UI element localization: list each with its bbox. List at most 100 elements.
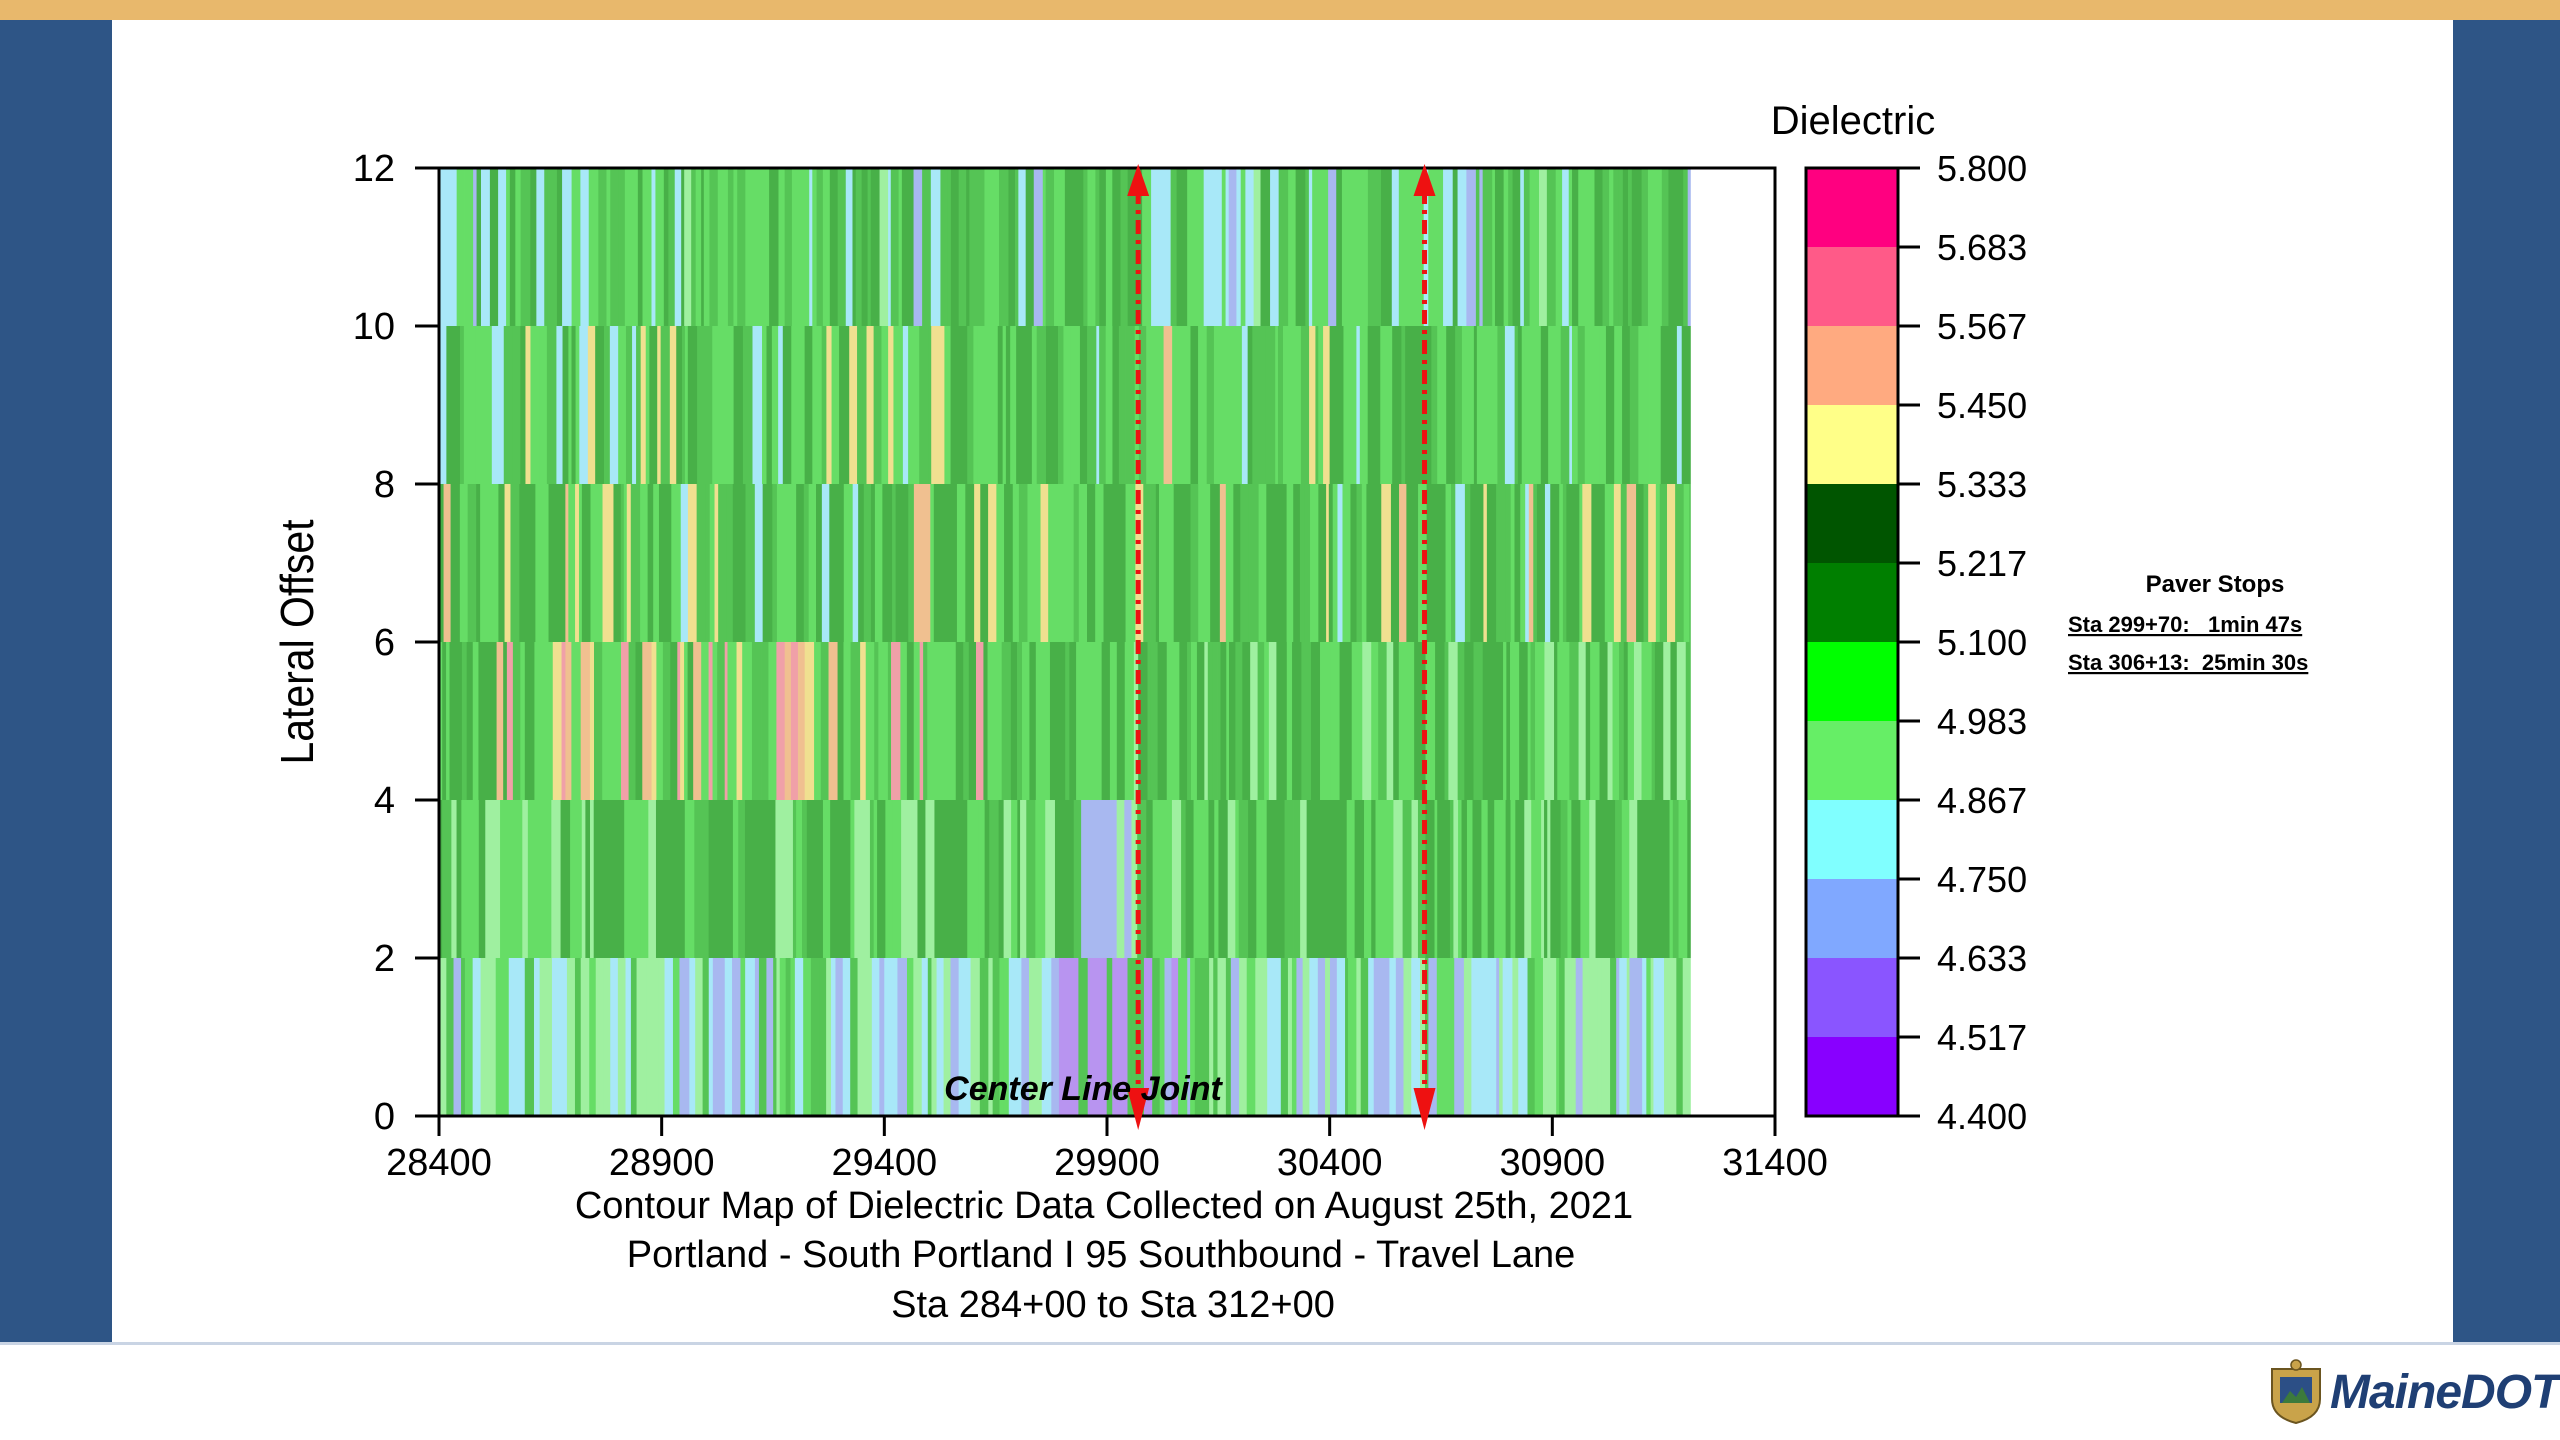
heatmap-cell xyxy=(1131,800,1138,958)
heatmap-cell xyxy=(1168,800,1173,958)
heatmap-cell xyxy=(1225,484,1234,642)
heatmap-cell xyxy=(1031,326,1038,484)
heatmap-cell xyxy=(702,958,710,1116)
heatmap-cell xyxy=(1256,800,1262,958)
heatmap-cell xyxy=(1534,958,1544,1116)
heatmap-cell xyxy=(1112,800,1118,958)
heatmap-cell xyxy=(1528,484,1534,642)
heatmap-cell xyxy=(870,168,880,326)
heatmap-cell xyxy=(1112,168,1121,326)
heatmap-cell xyxy=(978,800,986,958)
heatmap-cell xyxy=(1017,800,1021,958)
heatmap-cell xyxy=(1676,958,1684,1116)
heatmap-cell xyxy=(850,642,861,800)
colorbar-tick-label: 5.333 xyxy=(1937,464,2027,505)
heatmap-cell xyxy=(658,958,665,1116)
heatmap-cell xyxy=(1342,484,1351,642)
heatmap-cell xyxy=(1222,326,1229,484)
heatmap-cell xyxy=(1212,168,1223,326)
heatmap-cell xyxy=(1448,642,1459,800)
heatmap-cell xyxy=(640,800,649,958)
heatmap-cell xyxy=(1350,484,1357,642)
heatmap-cell xyxy=(1461,326,1466,484)
heatmap-cell xyxy=(1616,958,1620,1116)
heatmap-cell xyxy=(1602,168,1610,326)
heatmap-cell xyxy=(472,800,480,958)
heatmap-cell xyxy=(488,958,497,1116)
heatmap-cell xyxy=(822,800,831,958)
heatmap-cell xyxy=(661,484,669,642)
heatmap-cell xyxy=(1455,484,1462,642)
heatmap-cell xyxy=(935,168,941,326)
heatmap-cell xyxy=(1306,800,1317,958)
heatmap-cell xyxy=(1315,326,1319,484)
heatmap-cell xyxy=(1091,168,1096,326)
heatmap-cell xyxy=(724,168,729,326)
heatmap-cell xyxy=(693,642,702,800)
heatmap-cell xyxy=(1330,642,1340,800)
heatmap-cell xyxy=(1008,958,1014,1116)
heatmap-cell xyxy=(1213,326,1223,484)
heatmap-cell xyxy=(1308,168,1313,326)
heatmap-cell xyxy=(984,800,990,958)
heatmap-cell xyxy=(737,168,746,326)
heatmap-cell xyxy=(950,326,958,484)
heatmap-cell xyxy=(1633,642,1642,800)
heatmap-cell xyxy=(1293,800,1301,958)
heatmap-cell xyxy=(1476,326,1481,484)
heatmap-cell xyxy=(1637,800,1645,958)
heatmap-cell xyxy=(560,800,571,958)
heatmap-cell xyxy=(996,484,1005,642)
heatmap-cell xyxy=(476,484,481,642)
heatmap-cell xyxy=(537,800,544,958)
heatmap-cell xyxy=(662,642,671,800)
heatmap-cell xyxy=(1337,326,1344,484)
heatmap-cell xyxy=(931,958,937,1116)
heatmap-cell xyxy=(439,484,444,642)
heatmap-cell xyxy=(913,642,921,800)
heatmap-cell xyxy=(1025,326,1033,484)
paver-stop-arrows xyxy=(1127,164,1436,1130)
heatmap-cell xyxy=(442,800,452,958)
heatmap-cell xyxy=(1548,958,1557,1116)
heatmap-cell xyxy=(1668,168,1678,326)
heatmap-cell xyxy=(1488,326,1493,484)
heatmap-cell xyxy=(1329,326,1338,484)
heatmap-cell xyxy=(1687,800,1691,958)
x-tick-label: 30400 xyxy=(1277,1142,1383,1184)
heatmap-cell xyxy=(628,800,633,958)
heatmap-cell xyxy=(1013,326,1017,484)
heatmap-cell xyxy=(1116,800,1125,958)
heatmap-cell xyxy=(1210,484,1221,642)
heatmap-cell xyxy=(1472,800,1476,958)
heatmap-cell xyxy=(1227,800,1236,958)
heatmap-cell xyxy=(724,800,728,958)
heatmap-cell xyxy=(1487,958,1497,1116)
heatmap-cell xyxy=(831,326,840,484)
heatmap-cell xyxy=(1621,800,1630,958)
heatmap-cell xyxy=(1631,168,1639,326)
heatmap-cell xyxy=(863,484,872,642)
heatmap-cell xyxy=(1544,642,1552,800)
heatmap-cell xyxy=(1486,484,1497,642)
heatmap-cell xyxy=(625,958,632,1116)
arrow-head-top xyxy=(1127,164,1150,196)
x-tick-label: 28900 xyxy=(609,1142,715,1184)
heatmap-cell xyxy=(1568,168,1573,326)
heatmap-cell xyxy=(1364,800,1372,958)
y-tick-label: 8 xyxy=(374,464,395,506)
heatmap-cell xyxy=(1681,326,1689,484)
heatmap-cell xyxy=(1425,800,1435,958)
heatmap-cell xyxy=(1232,326,1243,484)
heatmap-cell xyxy=(847,484,854,642)
heatmap-cell xyxy=(1278,168,1289,326)
heatmap-cell xyxy=(1010,642,1018,800)
heatmap-cell xyxy=(453,958,462,1116)
heatmap-cell xyxy=(732,958,741,1116)
heatmap-cell xyxy=(1443,168,1454,326)
heatmap-cell xyxy=(970,958,981,1116)
heatmap-cell xyxy=(556,326,563,484)
heatmap-cell xyxy=(610,642,616,800)
colorbar-segment xyxy=(1806,1037,1898,1117)
heatmap-cell xyxy=(1021,642,1030,800)
